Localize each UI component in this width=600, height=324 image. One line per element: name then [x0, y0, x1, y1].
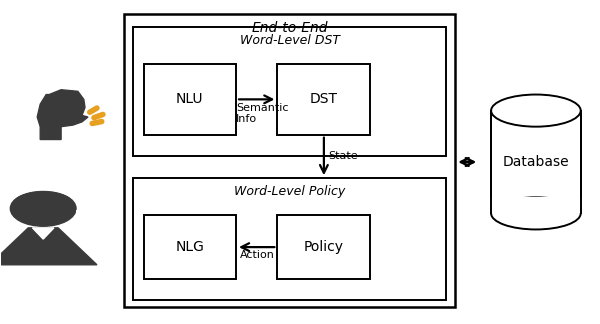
Text: NLG: NLG — [175, 240, 204, 254]
Circle shape — [7, 228, 17, 233]
Bar — [490, 197, 583, 214]
Text: Policy: Policy — [304, 240, 344, 254]
Text: Semantic
Info: Semantic Info — [236, 103, 289, 124]
Bar — [143, 215, 236, 279]
Circle shape — [10, 191, 76, 226]
Text: Word-Level Policy: Word-Level Policy — [234, 185, 345, 198]
Bar — [491, 110, 581, 214]
Ellipse shape — [491, 197, 581, 229]
Text: DST: DST — [310, 92, 338, 106]
Polygon shape — [37, 90, 88, 140]
Bar — [124, 14, 455, 307]
Bar — [76, 210, 85, 218]
Text: NLU: NLU — [176, 92, 203, 106]
Bar — [133, 27, 446, 156]
Text: End-to-End: End-to-End — [251, 21, 328, 35]
Text: Database: Database — [503, 155, 569, 169]
Polygon shape — [0, 228, 97, 265]
Bar — [143, 64, 236, 135]
Bar — [277, 215, 370, 279]
Text: Action: Action — [240, 250, 275, 260]
Bar — [133, 178, 446, 300]
Bar — [0, 210, 5, 218]
Ellipse shape — [491, 95, 581, 127]
Text: Word-Level DST: Word-Level DST — [239, 34, 340, 47]
Polygon shape — [32, 228, 54, 239]
Bar — [277, 64, 370, 135]
Text: State: State — [329, 151, 358, 161]
